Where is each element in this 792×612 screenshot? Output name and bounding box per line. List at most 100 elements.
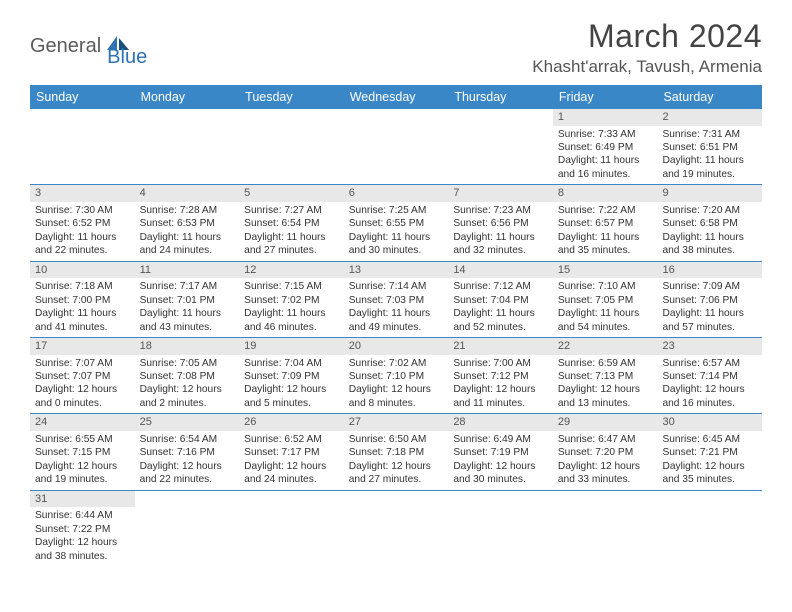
daylight-text: Daylight: 12 hours and 19 minutes. — [35, 460, 130, 487]
daylight-text: Daylight: 11 hours and 32 minutes. — [453, 231, 548, 258]
day-number: 16 — [657, 262, 762, 279]
day-cell: 17Sunrise: 7:07 AMSunset: 7:07 PMDayligh… — [30, 338, 135, 413]
sunrise-text: Sunrise: 7:18 AM — [35, 280, 130, 293]
day-cell: 21Sunrise: 7:00 AMSunset: 7:12 PMDayligh… — [448, 338, 553, 413]
sunrise-text: Sunrise: 6:57 AM — [662, 357, 757, 370]
week-row: 24Sunrise: 6:55 AMSunset: 7:15 PMDayligh… — [30, 414, 762, 490]
day-number: 14 — [448, 262, 553, 279]
sunset-text: Sunset: 7:04 PM — [453, 294, 548, 307]
sunrise-text: Sunrise: 7:23 AM — [453, 204, 548, 217]
day-number: 26 — [239, 414, 344, 431]
day-cell: 28Sunrise: 6:49 AMSunset: 7:19 PMDayligh… — [448, 414, 553, 489]
weekday-header: Tuesday — [239, 85, 344, 109]
day-number: 22 — [553, 338, 658, 355]
sunset-text: Sunset: 7:18 PM — [349, 446, 444, 459]
weekday-header: Monday — [135, 85, 240, 109]
day-number: 17 — [30, 338, 135, 355]
day-body: Sunrise: 6:50 AMSunset: 7:18 PMDaylight:… — [344, 431, 449, 490]
day-cell: 29Sunrise: 6:47 AMSunset: 7:20 PMDayligh… — [553, 414, 658, 489]
daylight-text: Daylight: 11 hours and 38 minutes. — [662, 231, 757, 258]
day-cell: 8Sunrise: 7:22 AMSunset: 6:57 PMDaylight… — [553, 185, 658, 260]
day-number: 11 — [135, 262, 240, 279]
day-cell: 30Sunrise: 6:45 AMSunset: 7:21 PMDayligh… — [657, 414, 762, 489]
daylight-text: Daylight: 11 hours and 52 minutes. — [453, 307, 548, 334]
weekday-header: Thursday — [448, 85, 553, 109]
weekday-header: Sunday — [30, 85, 135, 109]
day-body: Sunrise: 7:07 AMSunset: 7:07 PMDaylight:… — [30, 355, 135, 414]
day-body: Sunrise: 7:27 AMSunset: 6:54 PMDaylight:… — [239, 202, 344, 261]
day-cell: 9Sunrise: 7:20 AMSunset: 6:58 PMDaylight… — [657, 185, 762, 260]
sunset-text: Sunset: 7:15 PM — [35, 446, 130, 459]
daylight-text: Daylight: 12 hours and 30 minutes. — [453, 460, 548, 487]
day-body: Sunrise: 7:18 AMSunset: 7:00 PMDaylight:… — [30, 278, 135, 337]
day-cell: 22Sunrise: 6:59 AMSunset: 7:13 PMDayligh… — [553, 338, 658, 413]
day-cell — [448, 109, 553, 184]
empty-day — [448, 109, 553, 124]
sunrise-text: Sunrise: 6:49 AM — [453, 433, 548, 446]
day-cell: 15Sunrise: 7:10 AMSunset: 7:05 PMDayligh… — [553, 262, 658, 337]
day-number: 30 — [657, 414, 762, 431]
sunset-text: Sunset: 7:06 PM — [662, 294, 757, 307]
empty-day — [30, 109, 135, 124]
day-cell: 14Sunrise: 7:12 AMSunset: 7:04 PMDayligh… — [448, 262, 553, 337]
sunset-text: Sunset: 6:52 PM — [35, 217, 130, 230]
sunset-text: Sunset: 6:54 PM — [244, 217, 339, 230]
sunset-text: Sunset: 7:02 PM — [244, 294, 339, 307]
day-body: Sunrise: 6:54 AMSunset: 7:16 PMDaylight:… — [135, 431, 240, 490]
day-body: Sunrise: 7:33 AMSunset: 6:49 PMDaylight:… — [553, 126, 658, 185]
daylight-text: Daylight: 12 hours and 22 minutes. — [140, 460, 235, 487]
day-body: Sunrise: 6:47 AMSunset: 7:20 PMDaylight:… — [553, 431, 658, 490]
day-number: 25 — [135, 414, 240, 431]
sunset-text: Sunset: 7:17 PM — [244, 446, 339, 459]
day-number: 18 — [135, 338, 240, 355]
sunrise-text: Sunrise: 6:54 AM — [140, 433, 235, 446]
day-number: 3 — [30, 185, 135, 202]
day-cell: 20Sunrise: 7:02 AMSunset: 7:10 PMDayligh… — [344, 338, 449, 413]
day-number: 2 — [657, 109, 762, 126]
weeks-container: 1Sunrise: 7:33 AMSunset: 6:49 PMDaylight… — [30, 109, 762, 566]
day-cell — [239, 491, 344, 566]
day-cell: 31Sunrise: 6:44 AMSunset: 7:22 PMDayligh… — [30, 491, 135, 566]
daylight-text: Daylight: 12 hours and 33 minutes. — [558, 460, 653, 487]
daylight-text: Daylight: 11 hours and 24 minutes. — [140, 231, 235, 258]
day-number: 20 — [344, 338, 449, 355]
sunset-text: Sunset: 7:09 PM — [244, 370, 339, 383]
sunset-text: Sunset: 7:12 PM — [453, 370, 548, 383]
day-number: 8 — [553, 185, 658, 202]
day-body: Sunrise: 7:28 AMSunset: 6:53 PMDaylight:… — [135, 202, 240, 261]
day-cell: 5Sunrise: 7:27 AMSunset: 6:54 PMDaylight… — [239, 185, 344, 260]
day-cell: 16Sunrise: 7:09 AMSunset: 7:06 PMDayligh… — [657, 262, 762, 337]
empty-day — [344, 109, 449, 124]
day-cell: 12Sunrise: 7:15 AMSunset: 7:02 PMDayligh… — [239, 262, 344, 337]
day-number: 10 — [30, 262, 135, 279]
logo: General Blue — [30, 24, 147, 69]
day-cell — [657, 491, 762, 566]
daylight-text: Daylight: 11 hours and 54 minutes. — [558, 307, 653, 334]
sunset-text: Sunset: 7:22 PM — [35, 523, 130, 536]
day-body: Sunrise: 6:44 AMSunset: 7:22 PMDaylight:… — [30, 507, 135, 566]
day-number: 5 — [239, 185, 344, 202]
sunset-text: Sunset: 6:57 PM — [558, 217, 653, 230]
daylight-text: Daylight: 12 hours and 24 minutes. — [244, 460, 339, 487]
weekday-header: Saturday — [657, 85, 762, 109]
header: General Blue March 2024 Khasht'arrak, Ta… — [30, 18, 762, 77]
day-number: 1 — [553, 109, 658, 126]
sunrise-text: Sunrise: 6:45 AM — [662, 433, 757, 446]
weekday-header: Wednesday — [344, 85, 449, 109]
day-body: Sunrise: 6:49 AMSunset: 7:19 PMDaylight:… — [448, 431, 553, 490]
sunrise-text: Sunrise: 7:10 AM — [558, 280, 653, 293]
week-row: 3Sunrise: 7:30 AMSunset: 6:52 PMDaylight… — [30, 185, 762, 261]
sunrise-text: Sunrise: 7:27 AM — [244, 204, 339, 217]
sunrise-text: Sunrise: 7:07 AM — [35, 357, 130, 370]
sunrise-text: Sunrise: 7:25 AM — [349, 204, 444, 217]
day-cell — [344, 109, 449, 184]
logo-text-general: General — [30, 35, 101, 58]
daylight-text: Daylight: 11 hours and 16 minutes. — [558, 154, 653, 181]
daylight-text: Daylight: 12 hours and 35 minutes. — [662, 460, 757, 487]
day-cell: 24Sunrise: 6:55 AMSunset: 7:15 PMDayligh… — [30, 414, 135, 489]
sunrise-text: Sunrise: 7:04 AM — [244, 357, 339, 370]
day-number: 9 — [657, 185, 762, 202]
day-number: 7 — [448, 185, 553, 202]
day-number: 29 — [553, 414, 658, 431]
day-cell: 13Sunrise: 7:14 AMSunset: 7:03 PMDayligh… — [344, 262, 449, 337]
